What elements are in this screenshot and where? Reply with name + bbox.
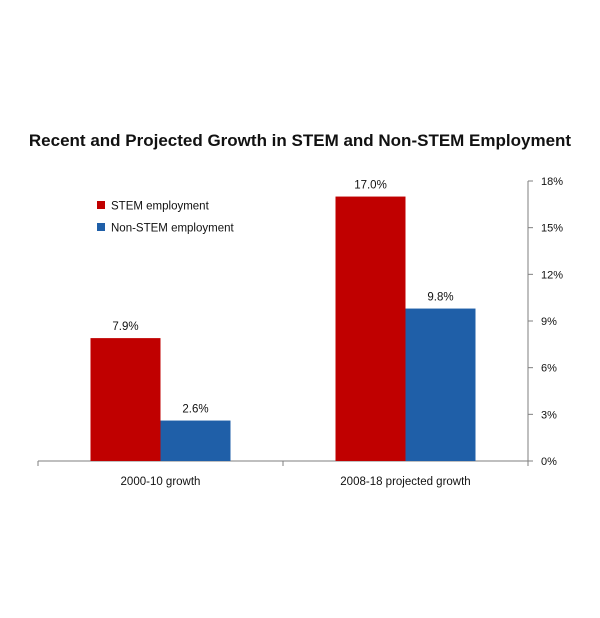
- y-tick-label: 9%: [541, 316, 557, 328]
- x-tick-label: 2000-10 growth: [121, 476, 201, 488]
- data-label: 7.9%: [112, 321, 138, 333]
- legend-label: STEM employment: [111, 201, 210, 213]
- data-label: 2.6%: [182, 404, 208, 416]
- bars: [90, 196, 476, 462]
- y-tick-label: 15%: [541, 223, 563, 235]
- data-label: 17.0%: [354, 180, 387, 192]
- legend: STEM employment Non-STEM employment: [97, 201, 235, 235]
- y-tick-label: 0%: [541, 456, 557, 468]
- legend-swatch: [97, 223, 105, 231]
- bar: [90, 338, 161, 461]
- y-tick-label: 18%: [541, 176, 563, 188]
- data-labels: 7.9% 2.6% 17.0% 9.8%: [112, 180, 453, 416]
- x-tick-label: 2008-18 projected growth: [340, 476, 470, 488]
- bar: [160, 420, 231, 461]
- data-label: 9.8%: [427, 292, 453, 304]
- legend-label: Non-STEM employment: [111, 223, 235, 235]
- bar: [405, 308, 476, 461]
- y-tick-label: 12%: [541, 269, 563, 281]
- chart-title: Recent and Projected Growth in STEM and …: [28, 131, 572, 150]
- y-tick-label: 3%: [541, 409, 557, 421]
- axes: 0% 3% 6% 9% 12% 15% 18% 2000-10 growth 2008-18 p…: [37, 176, 563, 488]
- bar: [335, 196, 406, 462]
- legend-swatch: [97, 201, 105, 209]
- y-tick-label: 6%: [541, 363, 557, 375]
